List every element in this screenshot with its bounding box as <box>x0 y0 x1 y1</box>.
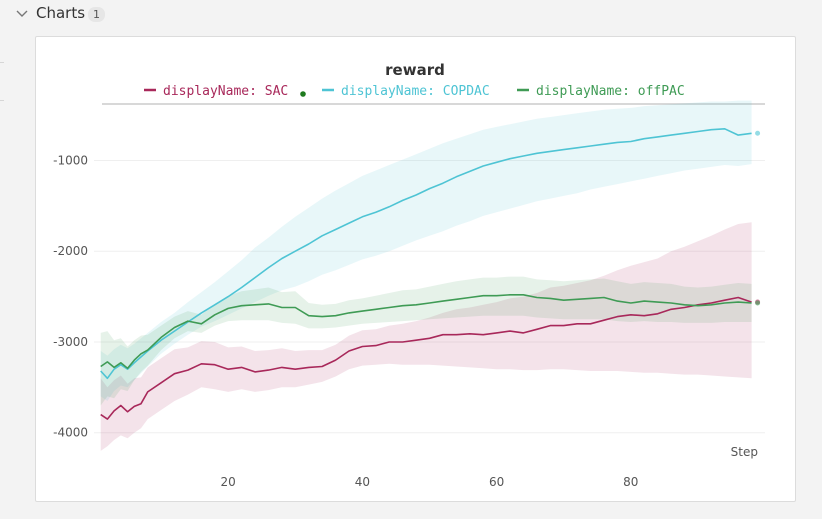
legend-label[interactable]: displayName: SAC <box>163 84 288 99</box>
x-tick-label: 80 <box>623 475 638 489</box>
y-tick-label: -2000 <box>53 244 88 258</box>
series-line-0[interactable] <box>100 296 752 420</box>
x-axis-label: Step <box>731 445 758 459</box>
series-band-0 <box>100 222 752 451</box>
charts-section-header[interactable]: Charts 1 <box>0 0 822 28</box>
chart-title: reward <box>385 61 445 79</box>
x-tick-label: 20 <box>221 475 236 489</box>
divider <box>0 62 4 63</box>
x-tick-label: 40 <box>355 475 370 489</box>
chevron-down-icon[interactable] <box>15 7 29 21</box>
divider <box>0 100 4 101</box>
series-band-1 <box>100 100 752 401</box>
legend-marker-dot <box>300 91 306 97</box>
section-title: Charts <box>36 4 86 22</box>
y-tick-label: -1000 <box>53 154 88 168</box>
legend-label[interactable]: displayName: offPAC <box>536 84 685 99</box>
series-end-point <box>755 130 761 136</box>
series-line-1[interactable] <box>100 128 752 380</box>
series-band-2 <box>100 276 752 406</box>
legend-label[interactable]: displayName: COPDAC <box>341 84 490 99</box>
y-tick-label: -3000 <box>53 335 88 349</box>
chart-panel[interactable]: reward displayName: SAC displayName: COPDA… <box>35 36 796 502</box>
reward-chart[interactable]: reward displayName: SAC displayName: COPDA… <box>36 37 795 501</box>
section-count-badge: 1 <box>88 7 105 22</box>
series-end-point <box>755 300 761 306</box>
series-line-2[interactable] <box>100 293 752 370</box>
y-tick-label: -4000 <box>53 426 88 440</box>
x-tick-label: 60 <box>489 475 504 489</box>
